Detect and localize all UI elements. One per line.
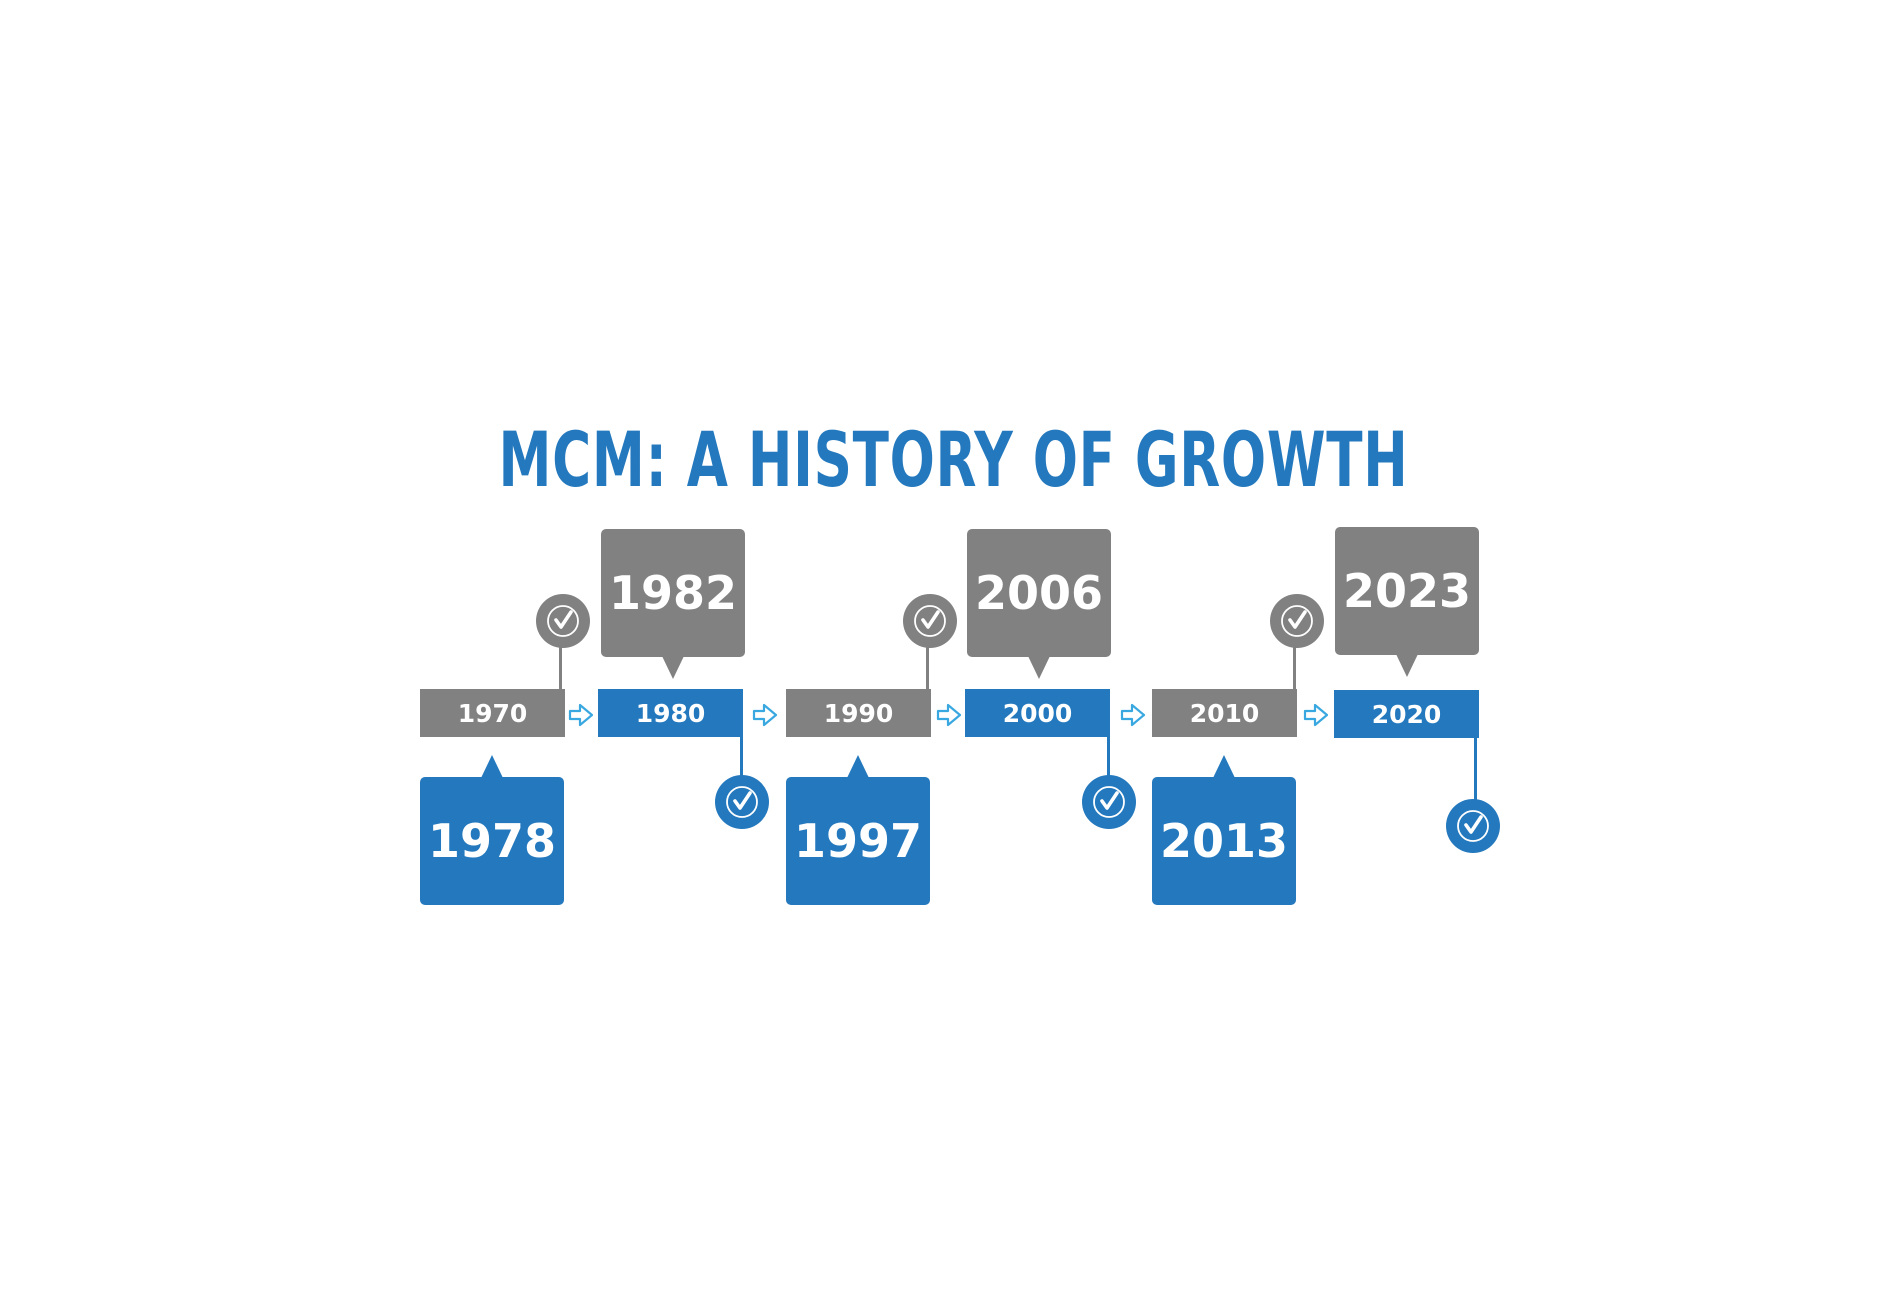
connector-line bbox=[1107, 737, 1110, 783]
decade-1970: 1970 bbox=[420, 689, 565, 737]
check-circle-icon bbox=[1270, 594, 1324, 648]
milestone-1978: 1978 bbox=[420, 755, 564, 905]
connector-line bbox=[926, 644, 929, 690]
right-arrow-icon bbox=[1303, 703, 1329, 727]
decade-1980: 1980 bbox=[598, 689, 743, 737]
milestone-1997: 1997 bbox=[786, 755, 930, 905]
milestone-2023: 2023 bbox=[1335, 527, 1479, 677]
milestone-1982: 1982 bbox=[601, 529, 745, 679]
right-arrow-icon bbox=[752, 703, 778, 727]
milestone-2006: 2006 bbox=[967, 529, 1111, 679]
right-arrow-icon bbox=[936, 703, 962, 727]
check-circle-icon bbox=[1082, 775, 1136, 829]
decade-2010: 2010 bbox=[1152, 689, 1297, 737]
check-circle-icon bbox=[903, 594, 957, 648]
milestone-2013: 2013 bbox=[1152, 755, 1296, 905]
connector-line bbox=[559, 644, 562, 690]
decade-1990: 1990 bbox=[786, 689, 931, 737]
right-arrow-icon bbox=[568, 703, 594, 727]
decade-2000: 2000 bbox=[965, 689, 1110, 737]
connector-line bbox=[1474, 738, 1477, 806]
page-title: MCM: A HISTORY OF GROWTH bbox=[498, 415, 1409, 504]
connector-line bbox=[740, 737, 743, 783]
check-circle-icon bbox=[1446, 799, 1500, 853]
check-circle-icon bbox=[536, 594, 590, 648]
right-arrow-icon bbox=[1120, 703, 1146, 727]
connector-line bbox=[1293, 644, 1296, 690]
decade-2020: 2020 bbox=[1334, 690, 1479, 738]
check-circle-icon bbox=[715, 775, 769, 829]
